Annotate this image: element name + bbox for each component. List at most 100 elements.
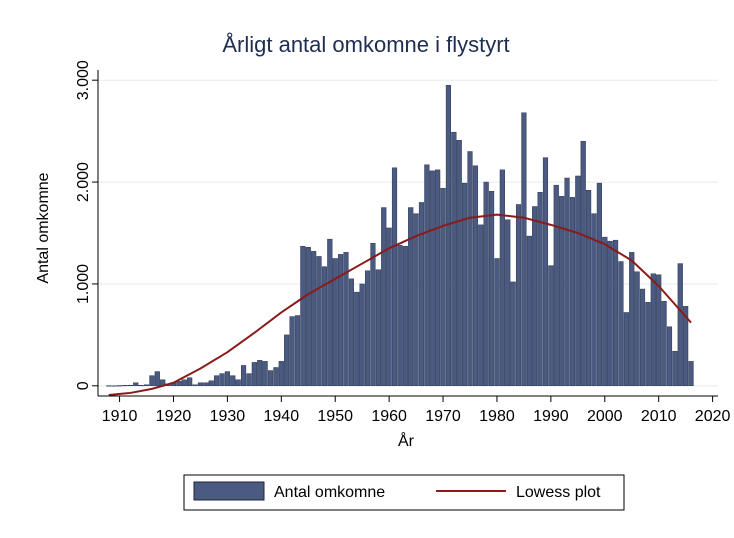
bar-1966	[418, 202, 425, 387]
bar-1910	[116, 385, 123, 387]
bar-1915	[143, 384, 150, 387]
x-tick-label-4: 1950	[317, 408, 353, 425]
bar-1981	[499, 169, 505, 387]
bar-1947	[316, 256, 322, 387]
bar-1997	[586, 190, 592, 387]
bar-1908	[106, 385, 112, 387]
bar-1922	[181, 379, 187, 387]
bar-1925	[197, 382, 203, 387]
bar-1923	[187, 377, 193, 387]
x-tick-label-0: 1910	[102, 408, 138, 425]
y-tick-label-3: 3.000	[75, 60, 92, 100]
bar-1938	[267, 370, 274, 387]
bar-1927	[208, 380, 214, 387]
bar-1914	[138, 385, 144, 387]
bar-1931	[230, 375, 236, 387]
bar-1930	[224, 371, 230, 387]
legend-bar-swatch	[193, 481, 265, 501]
bar-1962	[397, 245, 403, 387]
bar-1916	[149, 375, 155, 387]
bar-1974	[462, 182, 468, 387]
bar-1917	[154, 371, 160, 387]
bar-1959	[381, 207, 387, 387]
bar-1960	[386, 227, 392, 387]
x-tick-label-7: 1980	[479, 408, 515, 425]
bar-1945	[305, 247, 311, 387]
bar-1951	[338, 254, 344, 387]
lowess-line	[108, 213, 692, 396]
bar-1941	[284, 334, 290, 387]
bar-2014	[677, 263, 683, 387]
bar-1989	[542, 157, 549, 387]
y-tick-label-0: 0	[75, 381, 92, 390]
bar-1979	[488, 191, 495, 387]
bar-1996	[580, 141, 586, 387]
bar-1977	[478, 224, 484, 387]
bar-series	[106, 85, 694, 387]
chart-title: Årligt antal omkomne i flystyrt	[222, 32, 509, 57]
bar-1983	[510, 281, 516, 387]
bar-1955	[359, 283, 365, 387]
bar-1928	[214, 375, 220, 387]
bar-1936	[257, 360, 263, 387]
bar-1961	[391, 167, 398, 387]
bar-2015	[683, 306, 689, 387]
bar-1993	[564, 177, 570, 387]
bar-1978	[483, 181, 489, 387]
bar-1972	[451, 131, 457, 387]
bar-2002	[612, 239, 619, 387]
bar-1950	[332, 258, 338, 387]
bar-1982	[505, 219, 511, 387]
legend-line-label: Lowess plot	[516, 484, 601, 501]
bar-1939	[273, 367, 279, 387]
axes: 0 1.000 2.000 3.000 1910 1920 1930 1940 1950 1960…	[75, 60, 731, 425]
bar-2008	[645, 302, 651, 387]
bar-1985	[521, 112, 527, 387]
bar-1911	[122, 385, 128, 387]
bar-1980	[494, 258, 500, 387]
bar-1984	[515, 204, 522, 387]
bar-1995	[575, 175, 581, 387]
bar-2004	[623, 312, 629, 387]
bar-1937	[262, 361, 268, 387]
bar-1958	[375, 269, 381, 387]
bar-1932	[235, 379, 241, 387]
x-tick-label-11: 2020	[695, 408, 731, 425]
y-axis-label: Antal omkomne	[35, 172, 52, 283]
bar-1999	[596, 182, 602, 387]
bar-1991	[553, 184, 559, 387]
bar-1998	[591, 213, 597, 387]
x-tick-label-8: 1990	[533, 408, 569, 425]
bar-1946	[311, 251, 317, 387]
bar-1924	[192, 384, 198, 387]
x-tick-label-5: 1960	[371, 408, 407, 425]
y-tick-label-1: 1.000	[75, 264, 92, 304]
legend: Antal omkomne Lowess plot	[183, 474, 625, 511]
bar-1976	[472, 165, 478, 387]
bar-2000	[602, 236, 608, 387]
x-tick-label-10: 2010	[641, 408, 677, 425]
bar-1934	[246, 373, 252, 387]
x-tick-label-9: 2000	[587, 408, 623, 425]
bar-1969	[435, 169, 441, 387]
bar-2001	[607, 240, 613, 387]
bar-1956	[364, 270, 371, 387]
bar-1940	[278, 361, 284, 387]
bar-1971	[445, 85, 451, 387]
bar-2003	[618, 261, 624, 387]
bar-1975	[467, 151, 473, 387]
bar-2016	[688, 361, 694, 387]
x-tick-label-2: 1930	[210, 408, 246, 425]
bar-1909	[111, 385, 117, 387]
lowess-series	[108, 213, 692, 396]
bar-1965	[413, 213, 419, 387]
legend-bar-label: Antal omkomne	[274, 484, 385, 501]
bar-1935	[251, 362, 257, 387]
bar-2009	[650, 273, 656, 387]
bar-2013	[672, 350, 678, 387]
bar-1964	[408, 207, 414, 387]
bar-1933	[240, 365, 247, 387]
x-axis-label: År	[398, 431, 415, 450]
bar-1967	[424, 164, 430, 387]
